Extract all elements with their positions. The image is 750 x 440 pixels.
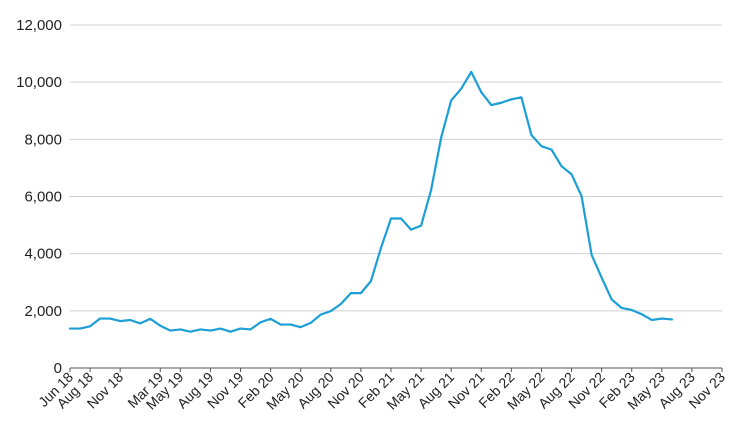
data-point bbox=[650, 318, 653, 321]
data-point bbox=[149, 317, 152, 320]
data-point bbox=[289, 323, 292, 326]
data-point bbox=[219, 327, 222, 330]
data-point bbox=[450, 99, 453, 102]
data-point bbox=[229, 330, 232, 333]
y-tick-label: 4,000 bbox=[24, 246, 62, 263]
y-tick-label: 0 bbox=[54, 360, 62, 377]
data-point bbox=[530, 134, 533, 137]
data-point bbox=[430, 188, 433, 191]
data-point bbox=[99, 317, 102, 320]
data-point bbox=[119, 320, 122, 323]
data-point bbox=[600, 276, 603, 279]
data-point bbox=[259, 321, 262, 324]
y-tick-label: 12,000 bbox=[16, 17, 62, 34]
data-point bbox=[470, 70, 473, 73]
data-point bbox=[299, 326, 302, 329]
data-point bbox=[369, 280, 372, 283]
data-point bbox=[199, 328, 202, 331]
data-point bbox=[339, 302, 342, 305]
data-point bbox=[139, 322, 142, 325]
data-point bbox=[129, 318, 132, 321]
series-layer bbox=[68, 70, 673, 333]
data-point bbox=[570, 173, 573, 176]
data-point bbox=[279, 323, 282, 326]
y-tick-label: 2,000 bbox=[24, 303, 62, 320]
data-point bbox=[630, 308, 633, 311]
data-point bbox=[319, 313, 322, 316]
gridlines bbox=[70, 24, 722, 369]
data-point bbox=[79, 327, 82, 330]
data-point bbox=[109, 317, 112, 320]
data-point bbox=[660, 317, 663, 320]
data-point bbox=[460, 87, 463, 90]
data-point bbox=[510, 98, 513, 101]
data-point bbox=[490, 104, 493, 107]
data-point bbox=[670, 318, 673, 321]
data-point bbox=[189, 330, 192, 333]
data-point bbox=[69, 327, 71, 330]
y-axis-ticks: 0 2,000 4,000 6,000 8,000 10,000 12,000 bbox=[16, 17, 62, 377]
data-point bbox=[610, 298, 613, 301]
data-point bbox=[179, 328, 182, 331]
data-point bbox=[560, 165, 563, 168]
data-point bbox=[400, 217, 403, 220]
data-point bbox=[420, 224, 423, 227]
y-tick-label: 6,000 bbox=[24, 189, 62, 206]
data-point bbox=[209, 329, 212, 332]
data-point bbox=[620, 306, 623, 309]
data-point bbox=[410, 228, 413, 231]
data-point bbox=[169, 329, 172, 332]
data-point bbox=[349, 292, 352, 295]
data-point bbox=[309, 321, 312, 324]
data-point bbox=[640, 313, 643, 316]
data-point bbox=[379, 246, 382, 249]
data-point bbox=[89, 325, 92, 328]
data-point bbox=[249, 328, 252, 331]
y-tick-label: 10,000 bbox=[16, 74, 62, 91]
y-tick-label: 8,000 bbox=[24, 131, 62, 148]
data-point bbox=[359, 292, 362, 295]
data-point bbox=[550, 148, 553, 151]
data-point bbox=[239, 327, 242, 330]
series-line bbox=[68, 70, 673, 333]
data-point bbox=[480, 91, 483, 94]
data-point bbox=[329, 310, 332, 313]
data-point bbox=[520, 96, 523, 99]
data-point bbox=[580, 195, 583, 198]
data-point bbox=[540, 145, 543, 148]
data-point bbox=[500, 101, 503, 104]
data-point bbox=[269, 317, 272, 320]
data-point bbox=[590, 253, 593, 256]
data-point bbox=[440, 136, 443, 139]
data-point bbox=[389, 217, 392, 220]
data-point bbox=[159, 324, 162, 327]
